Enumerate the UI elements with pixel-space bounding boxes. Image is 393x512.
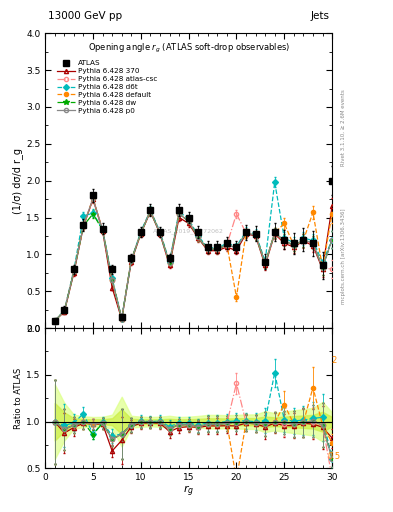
Y-axis label: Ratio to ATLAS: Ratio to ATLAS [14, 368, 23, 429]
Text: ATLAS_2019_I1772062: ATLAS_2019_I1772062 [153, 228, 224, 233]
Text: mcplots.cern.ch [arXiv:1306.3436]: mcplots.cern.ch [arXiv:1306.3436] [341, 208, 346, 304]
Text: Rivet 3.1.10, ≥ 2.6M events: Rivet 3.1.10, ≥ 2.6M events [341, 90, 346, 166]
Text: Opening angle $r_g$ (ATLAS soft-drop observables): Opening angle $r_g$ (ATLAS soft-drop obs… [88, 42, 290, 55]
X-axis label: $r_g$: $r_g$ [183, 484, 194, 499]
Text: 13000 GeV pp: 13000 GeV pp [48, 11, 122, 22]
Text: 2: 2 [331, 356, 337, 366]
Text: Jets: Jets [310, 11, 329, 22]
Text: 0.5: 0.5 [327, 452, 341, 461]
Y-axis label: (1/σ) dσ/d r_g: (1/σ) dσ/d r_g [12, 147, 23, 214]
Legend: ATLAS, Pythia 6.428 370, Pythia 6.428 atlas-csc, Pythia 6.428 d6t, Pythia 6.428 : ATLAS, Pythia 6.428 370, Pythia 6.428 at… [55, 57, 161, 117]
